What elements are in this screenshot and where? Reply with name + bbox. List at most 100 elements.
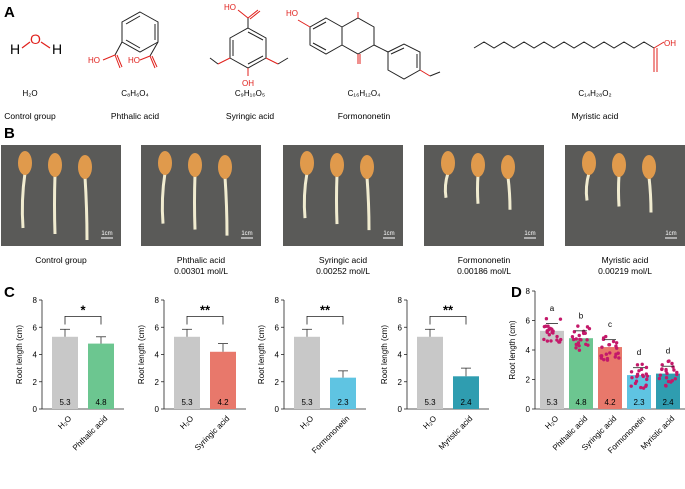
data-point [611,339,616,344]
data-point [545,330,549,334]
data-point [670,378,675,383]
photo-name: Formononetin [458,255,511,265]
data-point [574,346,578,350]
phthalic-ho-2: HO [128,56,140,65]
data-point [614,341,619,345]
y-tick-label: 2 [275,378,280,387]
panel-label-c: C [4,284,15,301]
data-point [614,344,618,348]
seed [300,151,314,175]
y-tick-label: 8 [155,296,160,305]
data-point [660,367,664,371]
y-tick-label: 6 [398,323,403,332]
compound-name-label: Syringic acid [226,111,274,121]
data-point [613,355,617,359]
y-tick-label: 4 [398,351,403,360]
seedling-root [335,174,339,225]
data-point [664,384,668,388]
data-point [600,345,604,349]
y-tick-label: 4 [155,351,160,360]
seed [501,155,515,179]
data-point [644,383,648,387]
data-point [608,351,612,355]
seed [218,155,232,179]
y-axis-label: Root length (cm) [508,320,517,379]
y-tick-label: 0 [526,405,531,414]
data-point [670,361,674,366]
seed [78,155,92,179]
bar-chart: 0 2 4 6 8 Root length (cm) 5.3 H₂O 4.2 Syringic a… [137,296,246,452]
y-tick-label: 0 [398,405,403,414]
y-tick-label: 8 [526,287,531,296]
scale-label: 1cm [665,231,676,237]
data-point [641,386,646,390]
seedling-root [365,176,371,231]
data-point [671,365,675,369]
data-point [664,369,668,373]
photo-name: Myristic acid [602,255,649,265]
data-point [558,317,563,321]
data-point [629,384,633,388]
significance-marker: ** [200,302,211,317]
data-point [673,377,678,381]
data-point [576,324,580,328]
data-point [640,362,644,366]
value-label: 2.3 [633,398,645,407]
atom-h-right: H [52,41,62,57]
seedling-root [83,176,89,241]
y-tick-label: 6 [155,323,160,332]
significance-bracket [306,315,344,325]
x-tick-label: H₂O [56,414,73,431]
data-point [584,342,588,346]
seed [612,153,626,177]
molecule-labels: H₂O Control group C₈H₆O₄ Phthalic acid C₉H₁₀… [4,89,618,121]
syringic-ho: HO [224,3,236,12]
significance-marker: ** [320,302,331,317]
seedling-root [160,172,167,224]
data-point [660,363,664,367]
value-label: 4.8 [95,398,107,407]
seed [642,155,656,179]
syringic-oh: OH [242,79,254,88]
x-tick-label: Formononetin [310,414,351,455]
y-tick-label: 6 [33,323,38,332]
data-point [640,373,645,377]
data-point [577,348,582,352]
y-tick-label: 8 [398,296,403,305]
seedling-root [302,172,309,219]
data-point [633,381,638,386]
value-label: 5.3 [181,398,193,407]
x-tick-label: H₂O [298,414,315,431]
data-point [542,337,546,342]
data-point [630,375,634,380]
scale-label: 1cm [383,231,394,237]
value-label: 5.3 [424,398,436,407]
significance-marker: * [80,302,86,317]
bar [294,336,320,409]
value-label: 5.3 [301,398,313,407]
value-label: 4.2 [604,398,616,407]
seed [360,155,374,179]
seed [158,151,172,175]
seed [188,153,202,177]
y-tick-label: 8 [33,296,38,305]
atom-oxygen: O [30,31,41,47]
bar [52,336,78,409]
data-point [614,352,618,356]
seedling-root [584,172,591,201]
seedling-root [476,174,480,204]
y-tick-label: 0 [275,405,280,414]
y-tick-label: 2 [33,378,38,387]
data-point [570,335,575,339]
seed [441,151,455,175]
data-point [585,338,589,342]
x-tick-label: H₂O [421,414,438,431]
scale-label: 1cm [524,231,535,237]
y-tick-label: 6 [526,317,531,326]
data-point [557,340,562,344]
y-tick-label: 6 [275,323,280,332]
